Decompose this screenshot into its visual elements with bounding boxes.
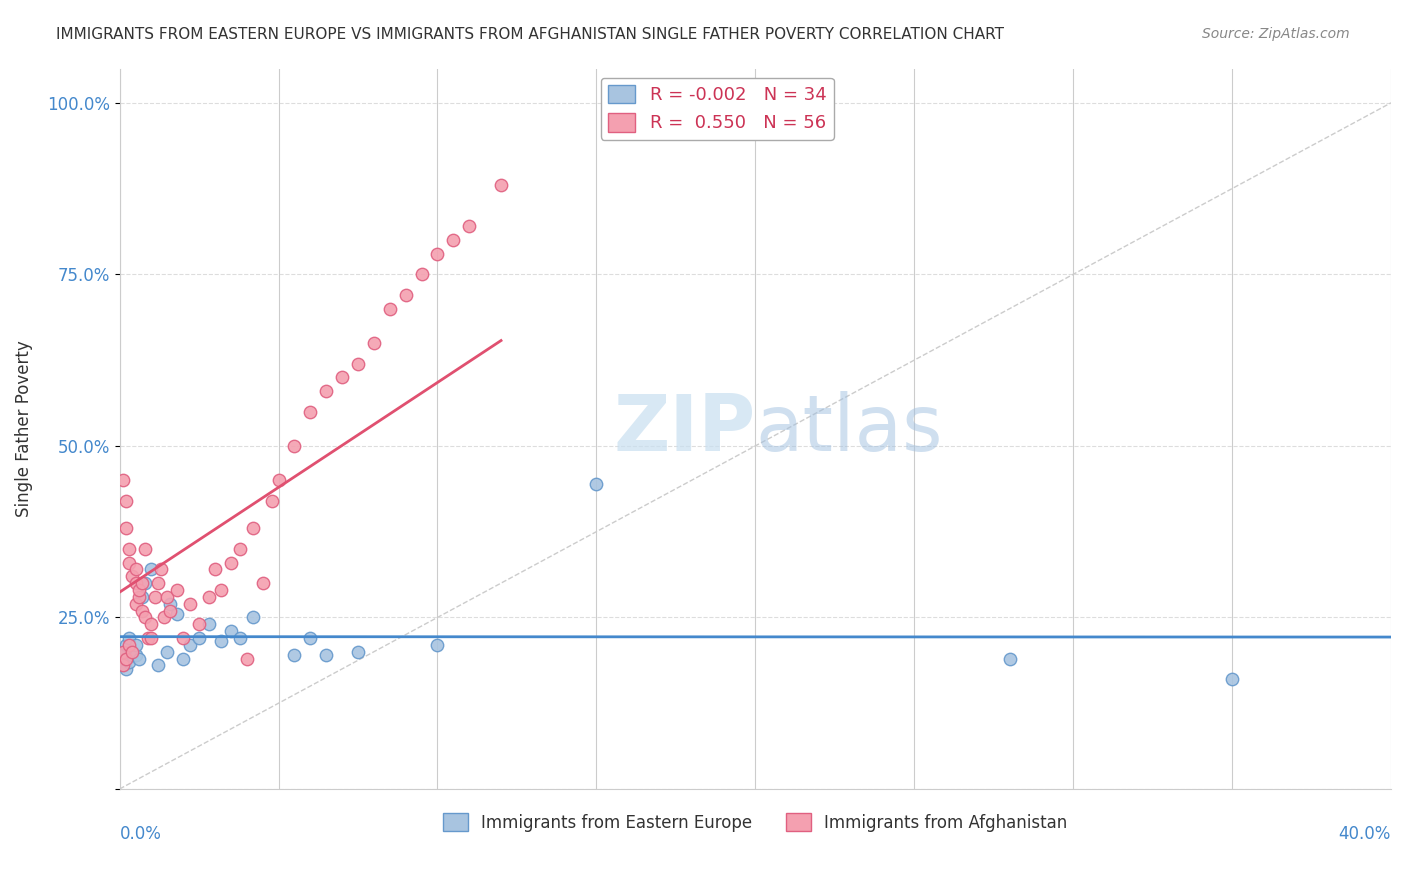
Point [111, 658, 134, 673]
Point [111, 473, 134, 487]
Point [134, 576, 156, 591]
Text: ZIP: ZIP [613, 391, 755, 467]
Point [143, 590, 166, 604]
Point [585, 476, 607, 491]
Point [115, 521, 138, 535]
Point [146, 658, 169, 673]
Point [118, 638, 141, 652]
Point [118, 556, 141, 570]
Point [146, 576, 169, 591]
Point [111, 658, 134, 673]
Point [111, 645, 134, 659]
Point [111, 645, 134, 659]
Point [299, 631, 322, 645]
Point [197, 590, 219, 604]
Text: IMMIGRANTS FROM EASTERN EUROPE VS IMMIGRANTS FROM AFGHANISTAN SINGLE FATHER POVE: IMMIGRANTS FROM EASTERN EUROPE VS IMMIGR… [56, 27, 1004, 42]
Point [124, 638, 146, 652]
Point [115, 638, 138, 652]
Point [347, 645, 370, 659]
Point [262, 493, 284, 508]
Point [315, 384, 337, 398]
Point [188, 631, 211, 645]
Point [128, 582, 150, 597]
Point [118, 655, 141, 669]
Point [330, 370, 353, 384]
Point [378, 301, 401, 316]
Point [315, 648, 337, 663]
Point [179, 597, 201, 611]
Text: Source: ZipAtlas.com: Source: ZipAtlas.com [1202, 27, 1350, 41]
Point [209, 634, 232, 648]
Point [124, 562, 146, 576]
Point [124, 576, 146, 591]
Point [121, 569, 143, 583]
Point [141, 631, 163, 645]
Point [128, 651, 150, 665]
Point [159, 604, 181, 618]
Point [128, 590, 150, 604]
Y-axis label: Single Father Poverty: Single Father Poverty [15, 341, 32, 517]
Point [1220, 672, 1243, 686]
Point [159, 597, 181, 611]
Point [197, 617, 219, 632]
Point [166, 582, 188, 597]
Point [121, 648, 143, 663]
Legend: Immigrants from Eastern Europe, Immigrants from Afghanistan: Immigrants from Eastern Europe, Immigran… [436, 806, 1074, 838]
Point [299, 404, 322, 418]
Point [219, 556, 242, 570]
Point [267, 473, 290, 487]
Point [179, 638, 201, 652]
Point [134, 541, 156, 556]
Point [395, 288, 418, 302]
Point [166, 607, 188, 621]
Point [156, 590, 179, 604]
Point [131, 604, 153, 618]
Point [156, 645, 179, 659]
Point [441, 233, 464, 247]
Point [131, 576, 153, 591]
Point [134, 610, 156, 624]
Point [242, 521, 264, 535]
Point [998, 651, 1021, 665]
Point [131, 590, 153, 604]
Point [283, 439, 305, 453]
Point [426, 638, 449, 652]
Point [235, 651, 257, 665]
Point [118, 541, 141, 556]
Point [489, 178, 512, 193]
Text: 0.0%: 0.0% [120, 825, 162, 843]
Point [136, 631, 159, 645]
Point [115, 651, 138, 665]
Point [124, 597, 146, 611]
Point [209, 582, 232, 597]
Point [347, 357, 370, 371]
Point [426, 247, 449, 261]
Point [242, 610, 264, 624]
Point [172, 651, 194, 665]
Point [363, 336, 385, 351]
Point [141, 562, 163, 576]
Point [153, 610, 176, 624]
Point [204, 562, 226, 576]
Point [121, 645, 143, 659]
Point [124, 648, 146, 663]
Point [115, 493, 138, 508]
Point [411, 268, 433, 282]
Text: 40.0%: 40.0% [1339, 825, 1391, 843]
Text: atlas: atlas [755, 391, 943, 467]
Point [458, 219, 481, 234]
Point [149, 562, 172, 576]
Point [283, 648, 305, 663]
Point [188, 617, 211, 632]
Point [172, 631, 194, 645]
Point [229, 541, 252, 556]
Point [118, 631, 141, 645]
Point [115, 651, 138, 665]
Point [229, 631, 252, 645]
Point [252, 576, 274, 591]
Point [219, 624, 242, 639]
Point [115, 662, 138, 676]
Point [141, 617, 163, 632]
